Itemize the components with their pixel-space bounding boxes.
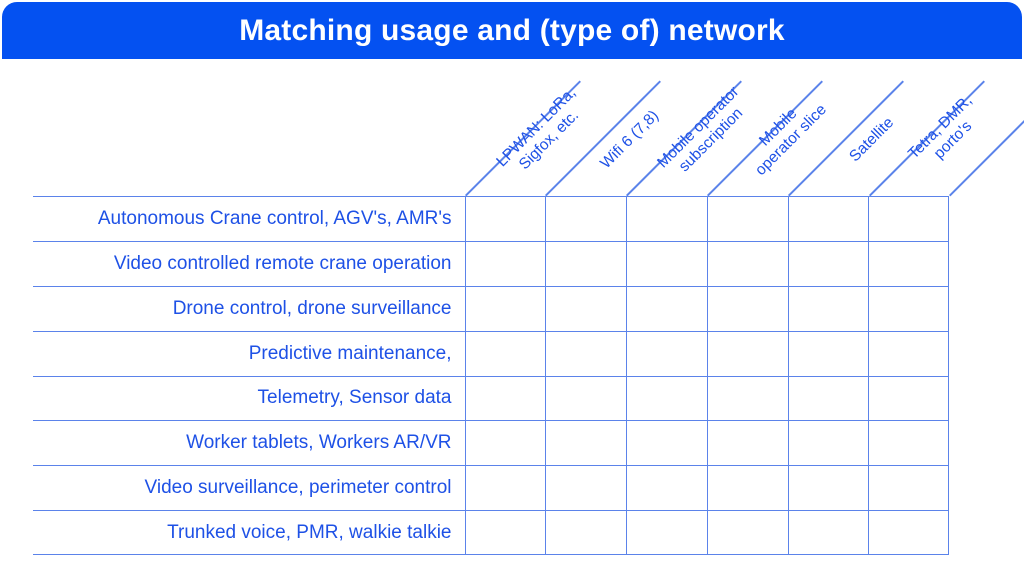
matrix-cell (787, 420, 869, 466)
title-bar: Matching usage and (type of) network (2, 2, 1022, 59)
matrix-cell (706, 420, 788, 466)
matrix-cell (545, 196, 627, 241)
matrix-cell (464, 240, 546, 286)
matrix-cell (545, 420, 627, 466)
row-label: Predictive maintenance, (33, 330, 465, 376)
matrix-cell (545, 240, 627, 286)
matrix-cell (626, 465, 707, 511)
row-label: Video surveillance, perimeter control (33, 465, 465, 510)
matrix-cell (545, 330, 627, 376)
matrix-cell (868, 196, 950, 241)
matrix-cell (626, 285, 707, 331)
row-label: Worker tablets, Workers AR/VR (33, 420, 465, 465)
matrix-cell (868, 330, 950, 376)
matrix-cell (706, 465, 788, 511)
matrix-cell (545, 510, 627, 555)
matrix-cell (787, 465, 869, 511)
matrix-cell (706, 285, 788, 331)
matrix-cell (787, 240, 869, 286)
page-title: Matching usage and (type of) network (239, 13, 785, 47)
matrix-cell (545, 465, 627, 511)
matrix-cell (706, 510, 788, 555)
matrix-cell (626, 240, 707, 286)
matrix-cell (868, 465, 950, 511)
matrix-cell (464, 196, 546, 241)
row-label: Trunked voice, PMR, walkie talkie (33, 510, 465, 555)
row-label: Autonomous Crane control, AGV's, AMR's (33, 196, 465, 241)
matrix-cell (464, 285, 546, 331)
matrix-cell (464, 510, 546, 555)
column-header-line: Satellite (846, 114, 898, 166)
matrix-cell (787, 375, 869, 421)
row-label: Telemetry, Sensor data (33, 375, 465, 421)
column-header-mobile-subscription: Mobile operator subscription (654, 83, 755, 184)
matrix-cell (464, 420, 546, 466)
matrix-cell (868, 375, 950, 421)
matrix-cell (626, 420, 707, 466)
usage-network-matrix: Autonomous Crane control, AGV's, AMR's V… (33, 196, 950, 555)
matrix-cell (787, 510, 869, 555)
matrix-cell (545, 285, 627, 331)
column-header-line: Wifi 6 (7,8) (596, 107, 662, 173)
matrix-cell (868, 420, 950, 466)
column-header-satellite: Satellite (846, 114, 897, 165)
column-header-lpwan: LPWAN: LoRa, Sigfox, etc. (493, 84, 592, 183)
matrix-cell (868, 285, 950, 331)
matrix-cell (787, 285, 869, 331)
row-label: Video controlled remote crane operation (33, 240, 465, 286)
row-label: Drone control, drone surveillance (33, 285, 465, 331)
matrix-cell (787, 330, 869, 376)
matrix-cell (868, 240, 950, 286)
matrix-cell (626, 330, 707, 376)
column-header-wifi6: Wifi 6 (7,8) (597, 107, 662, 172)
matrix-cell (464, 465, 546, 511)
matrix-cell (706, 196, 788, 241)
matrix-cell (626, 196, 707, 241)
matrix-cell (545, 375, 627, 421)
matrix-cell (706, 330, 788, 376)
column-header-tetra: Tetra, DMR, porto's (905, 92, 988, 175)
matrix-cell (787, 196, 869, 241)
matrix-cell (626, 375, 707, 421)
matrix-cell (868, 510, 950, 555)
matrix-cell (706, 375, 788, 421)
matrix-cell (706, 240, 788, 286)
matrix-cell (464, 330, 546, 376)
matrix-cell (626, 510, 707, 555)
matrix-cell (464, 375, 546, 421)
